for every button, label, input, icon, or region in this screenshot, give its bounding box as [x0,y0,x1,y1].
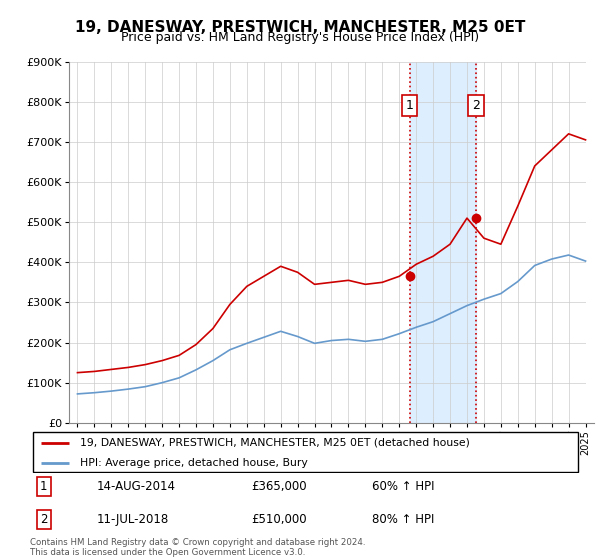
Text: 11-JUL-2018: 11-JUL-2018 [96,513,169,526]
Bar [410,62,476,423]
Text: 1: 1 [406,99,413,112]
Text: 2: 2 [472,99,480,112]
Text: 19, DANESWAY, PRESTWICH, MANCHESTER, M25 0ET: 19, DANESWAY, PRESTWICH, MANCHESTER, M25… [75,20,525,35]
Text: 80% ↑ HPI: 80% ↑ HPI [372,513,434,526]
Text: 1: 1 [40,479,47,493]
Text: HPI: Average price, detached house, Bury: HPI: Average price, detached house, Bury [80,458,307,468]
Text: 19, DANESWAY, PRESTWICH, MANCHESTER, M25 0ET (detached house): 19, DANESWAY, PRESTWICH, MANCHESTER, M25… [80,437,470,447]
Text: Price paid vs. HM Land Registry's House Price Index (HPI): Price paid vs. HM Land Registry's House … [121,31,479,44]
Text: Contains HM Land Registry data © Crown copyright and database right 2024.
This d: Contains HM Land Registry data © Crown c… [30,538,365,557]
FancyBboxPatch shape [33,432,578,472]
Text: 60% ↑ HPI: 60% ↑ HPI [372,479,435,493]
Text: 14-AUG-2014: 14-AUG-2014 [96,479,175,493]
Text: £365,000: £365,000 [251,479,307,493]
Text: 2: 2 [40,513,47,526]
Bar [586,62,594,423]
Text: £510,000: £510,000 [251,513,307,526]
